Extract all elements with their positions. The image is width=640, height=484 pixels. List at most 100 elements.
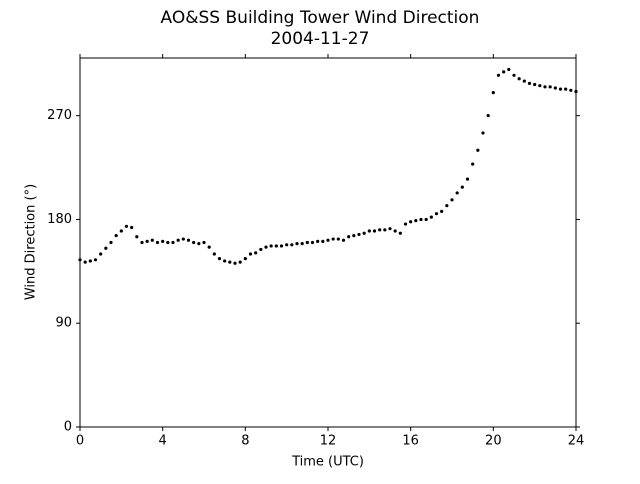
- point: [207, 245, 211, 249]
- point: [455, 191, 459, 195]
- point: [341, 238, 346, 242]
- point: [378, 228, 382, 232]
- point: [440, 209, 444, 213]
- point: [372, 229, 377, 233]
- point: [310, 240, 315, 245]
- x-tick-label: 0: [76, 434, 84, 449]
- point: [403, 222, 408, 226]
- point: [223, 259, 227, 263]
- y-tick-label: 0: [64, 420, 72, 435]
- y-tick-label: 270: [47, 108, 72, 123]
- point: [517, 77, 521, 81]
- point: [357, 232, 361, 237]
- point: [548, 85, 552, 89]
- point: [197, 242, 201, 246]
- point: [202, 240, 206, 245]
- point: [336, 237, 340, 241]
- point: [305, 240, 309, 245]
- point: [161, 239, 165, 243]
- x-tick-label: 12: [320, 434, 337, 449]
- point: [564, 87, 568, 91]
- point: [419, 217, 423, 222]
- point: [83, 260, 87, 264]
- point: [393, 229, 397, 233]
- point: [558, 87, 563, 91]
- y-axis-label: Wind Direction (°): [24, 184, 39, 300]
- point: [533, 82, 537, 87]
- point: [130, 225, 134, 230]
- point: [388, 227, 392, 231]
- point: [166, 240, 170, 245]
- point: [290, 243, 294, 247]
- point: [574, 89, 578, 94]
- point: [429, 215, 433, 219]
- point: [465, 177, 470, 181]
- point: [104, 246, 108, 250]
- point: [414, 218, 418, 223]
- point: [212, 252, 216, 256]
- point: [99, 252, 103, 256]
- point: [93, 258, 98, 262]
- y-tick-label: 180: [47, 212, 72, 227]
- point: [78, 258, 82, 262]
- point: [295, 242, 299, 246]
- x-tick-label: 4: [159, 434, 167, 449]
- point: [434, 212, 439, 216]
- x-tick-label: 16: [402, 434, 419, 449]
- x-axis-label: Time (UTC): [291, 455, 364, 470]
- point: [522, 79, 526, 83]
- y-tick-label: 90: [55, 316, 72, 331]
- point: [217, 257, 222, 261]
- point: [569, 88, 573, 92]
- point: [186, 238, 191, 242]
- x-tick-label: 24: [568, 434, 585, 449]
- point: [300, 242, 304, 246]
- point: [248, 252, 253, 256]
- point: [527, 81, 532, 85]
- point: [88, 259, 92, 263]
- point: [279, 244, 284, 248]
- point: [140, 240, 144, 245]
- point: [274, 244, 278, 248]
- point: [512, 73, 516, 77]
- point: [553, 86, 557, 90]
- point: [383, 228, 387, 232]
- point: [362, 231, 366, 235]
- chart-subtitle: 2004-11-27: [271, 29, 370, 49]
- point: [243, 257, 247, 261]
- point: [150, 238, 154, 242]
- point: [269, 244, 273, 248]
- point: [352, 233, 356, 238]
- point: [285, 243, 289, 247]
- point: [109, 240, 113, 245]
- point: [367, 229, 371, 233]
- point: [491, 90, 495, 95]
- point: [192, 240, 196, 245]
- point: [114, 233, 118, 238]
- point: [238, 260, 242, 264]
- point: [502, 70, 506, 74]
- point: [471, 162, 475, 166]
- point: [171, 240, 175, 245]
- point: [507, 67, 511, 72]
- point: [481, 131, 485, 135]
- point: [409, 220, 413, 224]
- point: [347, 235, 351, 239]
- point: [424, 217, 428, 222]
- point: [460, 185, 464, 189]
- point: [321, 239, 325, 243]
- point: [398, 231, 402, 235]
- point: [316, 239, 320, 243]
- point: [496, 73, 501, 77]
- point: [228, 260, 232, 264]
- point: [450, 198, 454, 202]
- x-tick-label: 20: [485, 434, 502, 449]
- point: [476, 148, 480, 152]
- point: [486, 114, 490, 118]
- x-tick-label: 8: [241, 434, 249, 449]
- point: [538, 84, 542, 88]
- point: [155, 240, 160, 245]
- point: [176, 238, 180, 242]
